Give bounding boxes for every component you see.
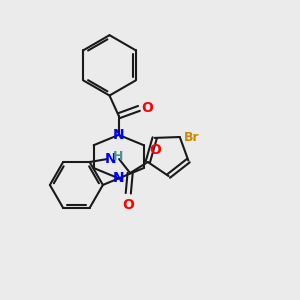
- Text: O: O: [149, 143, 161, 157]
- Text: N: N: [113, 171, 124, 185]
- Text: N: N: [104, 152, 116, 166]
- Text: O: O: [122, 198, 134, 212]
- Text: H: H: [113, 150, 124, 164]
- Text: N: N: [113, 128, 124, 142]
- Text: Br: Br: [184, 130, 199, 143]
- Text: O: O: [142, 101, 153, 116]
